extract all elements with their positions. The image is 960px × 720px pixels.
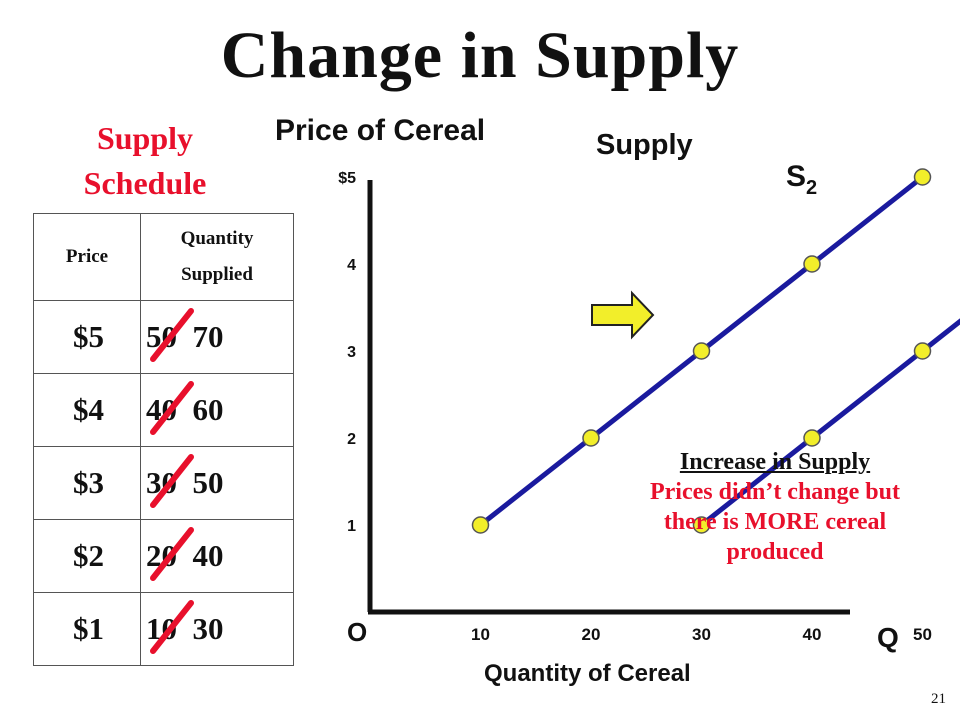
price-cell: $1	[33, 592, 141, 666]
slide-title: Change in Supply	[220, 19, 740, 92]
x-axis-end-label: Q	[877, 622, 899, 653]
y-tick-label: 3	[347, 344, 356, 361]
schedule-heading-line1: Supply	[96, 120, 194, 156]
y-tick-label: $5	[338, 170, 356, 187]
x-tick-label: 20	[582, 625, 601, 644]
y-tick-label: 1	[347, 518, 356, 535]
price-cell: $2	[33, 519, 141, 593]
quantity-header-line1: Quantity	[180, 228, 254, 249]
table-row: $5 50 70	[33, 300, 294, 374]
shift-arrow-icon	[591, 290, 655, 340]
x-tick-label: 10	[471, 625, 490, 644]
note-line3: there is MORE cereal	[663, 509, 887, 535]
schedule-heading-line2: Schedule	[83, 165, 207, 201]
s2-point	[913, 342, 932, 360]
quantity-header-line2: Supplied	[181, 264, 253, 285]
note-line4: produced	[726, 539, 824, 565]
y-axis-label: Price of Cereal	[275, 114, 486, 147]
supply-schedule-table: Price Quantity Supplied $5 50 70 $4 40 60 $3…	[33, 213, 294, 666]
strike-mark	[150, 381, 194, 435]
s2-series-label: S2	[786, 160, 817, 199]
x-tick-label: 50	[913, 625, 932, 644]
supply-series-label: Supply	[596, 129, 693, 161]
new-quantity: 60	[192, 392, 224, 427]
origin-label: O	[347, 617, 368, 647]
quantity-column-header: Quantity Supplied	[140, 213, 294, 301]
strike-mark	[150, 600, 194, 654]
new-quantity: 30	[192, 611, 224, 646]
s2-point	[803, 429, 821, 447]
x-tick-label: 40	[803, 625, 822, 644]
note-line2: Prices didn’t change but	[649, 479, 900, 505]
table-row: $2 20 40	[33, 519, 294, 593]
table-row: $1 10 30	[33, 592, 294, 666]
increase-note: Increase in Supply Prices didn’t change …	[600, 447, 950, 567]
strike-mark	[150, 527, 194, 581]
strike-mark	[150, 454, 194, 508]
supply-point	[582, 429, 600, 447]
price-cell: $5	[33, 300, 141, 374]
schedule-body: $5 50 70 $4 40 60 $3 30 50 $2 20 40 $1 10 30	[33, 300, 294, 666]
price-cell: $3	[33, 446, 141, 520]
quantity-cell: 10 30	[140, 592, 294, 666]
strike-mark	[150, 308, 194, 362]
supply-point	[692, 342, 711, 360]
x-axis-label: Quantity of Cereal	[484, 660, 691, 687]
s2-point	[692, 516, 711, 534]
supply-point	[471, 516, 490, 534]
y-tick-label: 4	[347, 257, 356, 274]
new-quantity: 50	[192, 465, 224, 500]
quantity-cell: 20 40	[140, 519, 294, 593]
new-quantity: 40	[192, 538, 224, 573]
price-cell: $4	[33, 373, 141, 447]
note-line1: Increase in Supply	[679, 449, 871, 475]
y-tick-label: 2	[347, 431, 356, 448]
table-row: $4 40 60	[33, 373, 294, 447]
schedule-heading: Supply Schedule	[40, 116, 250, 206]
quantity-cell: 50 70	[140, 300, 294, 374]
supply-point	[803, 255, 821, 273]
table-row: $3 30 50	[33, 446, 294, 520]
page-number: 21	[931, 691, 946, 707]
supply-point	[913, 168, 932, 186]
new-quantity: 70	[192, 319, 224, 354]
x-tick-label: 30	[692, 625, 711, 644]
table-header-row: Price Quantity Supplied	[33, 213, 294, 301]
price-column-header: Price	[33, 213, 141, 301]
